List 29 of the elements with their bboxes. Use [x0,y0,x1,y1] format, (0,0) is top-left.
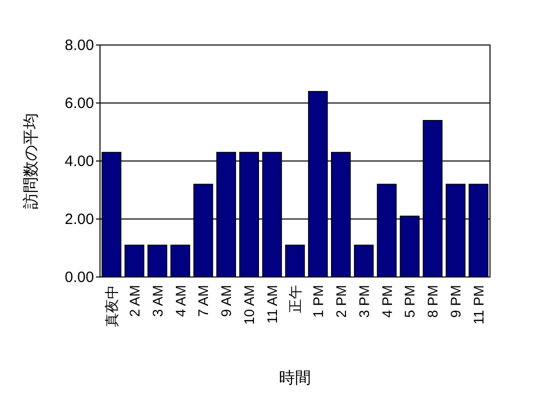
bar [124,244,144,278]
x-tick-label: 1 PM [310,285,326,318]
y-tick-label: 0.00 [64,269,94,286]
y-axis-title: 訪問数の平均 [22,113,40,209]
y-tick-label: 6.00 [64,95,94,112]
x-tick-label: 9 AM [218,285,234,317]
x-tick-label: 8 PM [424,285,441,318]
y-tick-label: 2.00 [64,211,94,228]
x-tick-label: 正午 [287,285,303,313]
x-tick-label: 7 AM [195,285,212,317]
y-tick-label: 8.00 [64,37,94,54]
x-tick-label: 2 PM [332,285,349,318]
x-tick-label: 11 AM [264,285,280,324]
bar [285,244,305,278]
x-tick-label: 9 PM [448,285,464,318]
x-tick-label: 4 AM [172,285,188,317]
bar [147,244,168,278]
x-tick-label: 2 AM [126,285,142,317]
x-tick-label: 11 PM [470,285,487,324]
x-tick-label: 3 PM [356,285,372,318]
x-tick-label: 真夜中 [103,285,120,327]
x-tick-label: 10 AM [241,285,258,325]
x-tick-label: 3 AM [149,285,166,317]
x-axis-title: 時間 [279,369,311,387]
y-tick-label: 4.00 [64,153,94,170]
bar [354,244,374,278]
x-tick-label: 4 PM [378,285,395,318]
x-tick-label: 5 PM [402,285,418,318]
bar [170,244,190,278]
